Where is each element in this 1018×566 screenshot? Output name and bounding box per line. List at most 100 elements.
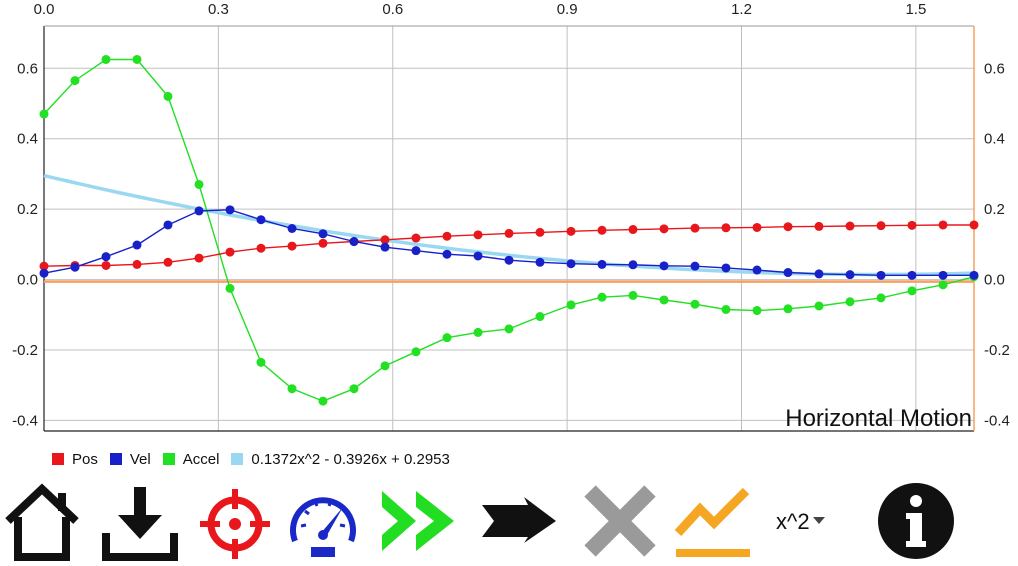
- data-point-vel: [194, 206, 204, 216]
- data-point-accel: [349, 384, 359, 394]
- data-point-accel: [287, 384, 297, 394]
- fit-type-select[interactable]: x^2: [776, 504, 848, 540]
- chart-grid: [44, 26, 974, 431]
- legend-item-pos: Pos: [52, 451, 98, 468]
- speedometer-button[interactable]: [283, 476, 363, 566]
- data-point-accel: [566, 300, 576, 310]
- data-point-vel: [566, 259, 576, 269]
- data-point-pos: [225, 247, 235, 257]
- data-point-pos: [721, 223, 731, 233]
- data-point-pos: [566, 226, 576, 236]
- data-point-vel: [659, 261, 669, 271]
- data-point-pos: [194, 253, 204, 263]
- data-point-accel: [907, 286, 917, 296]
- data-point-accel: [101, 54, 111, 64]
- y-tick-label-left: -0.4: [12, 412, 38, 429]
- data-point-pos: [101, 260, 111, 270]
- download-icon: [102, 487, 178, 561]
- data-point-vel: [504, 255, 514, 265]
- data-point-accel: [938, 280, 948, 290]
- data-point-accel: [380, 361, 390, 371]
- data-point-vel: [287, 224, 297, 233]
- data-point-accel: [814, 301, 824, 311]
- y-tick-label-right: -0.4: [984, 412, 1010, 429]
- chart-series: [39, 54, 979, 406]
- data-point-vel: [814, 269, 824, 279]
- toolbar: x^2: [0, 476, 1018, 566]
- data-point-pos: [535, 227, 545, 237]
- legend-swatch-fit: [231, 453, 244, 465]
- x-tick-label: 0.3: [208, 1, 229, 18]
- data-point-vel: [132, 240, 142, 250]
- crosshair-icon: [200, 489, 270, 559]
- speedometer-icon: [290, 497, 356, 557]
- y-tick-label-left: 0.0: [17, 272, 38, 289]
- legend-label-accel: Accel: [182, 450, 220, 468]
- data-point-accel: [659, 295, 669, 305]
- data-point-vel: [349, 237, 359, 247]
- data-point-accel: [721, 305, 731, 314]
- home-button[interactable]: [2, 476, 82, 566]
- data-point-vel: [535, 257, 545, 267]
- data-point-vel: [721, 263, 731, 273]
- y-tick-label-left: -0.2: [12, 342, 38, 359]
- data-point-vel: [39, 268, 49, 278]
- download-button[interactable]: [100, 476, 180, 566]
- fast-forward-icon: [382, 491, 454, 551]
- legend-item-fit: 0.1372x^2 - 0.3926x + 0.2953: [231, 451, 450, 468]
- chart-title: Horizontal Motion: [785, 405, 972, 432]
- data-point-accel: [411, 347, 421, 357]
- data-point-pos: [783, 222, 793, 232]
- trend-line-icon: [674, 487, 750, 557]
- data-point-vel: [752, 265, 762, 275]
- data-point-pos: [907, 220, 917, 230]
- chart-legend: Pos Vel Accel 0.1372x^2 - 0.3926x + 0.29…: [52, 449, 462, 469]
- data-point-vel: [442, 249, 452, 259]
- data-point-pos: [318, 238, 328, 248]
- data-point-vel: [256, 215, 266, 225]
- next-arrow-button[interactable]: [478, 476, 558, 566]
- data-point-accel: [473, 327, 483, 337]
- data-point-pos: [597, 225, 607, 235]
- data-point-vel: [876, 270, 886, 280]
- data-point-pos: [380, 235, 390, 245]
- data-point-pos: [752, 222, 762, 232]
- data-point-pos: [132, 259, 142, 269]
- data-point-vel: [690, 261, 700, 271]
- y-tick-label-right: 0.4: [984, 131, 1005, 148]
- data-point-accel: [752, 306, 762, 316]
- crosshair-button[interactable]: [195, 476, 275, 566]
- data-point-accel: [256, 357, 266, 367]
- data-point-vel: [70, 262, 80, 272]
- data-point-vel: [163, 220, 173, 230]
- clear-button[interactable]: [580, 476, 660, 566]
- data-point-pos: [39, 261, 49, 271]
- data-point-pos: [690, 223, 700, 233]
- data-point-accel: [535, 312, 545, 322]
- data-point-vel: [473, 251, 483, 261]
- legend-item-accel: Accel: [162, 450, 220, 468]
- chevron-down-icon: [812, 516, 825, 524]
- arrow-right-icon: [482, 497, 556, 543]
- data-point-pos: [845, 221, 855, 231]
- data-point-pos: [659, 224, 669, 234]
- legend-label-pos: Pos: [72, 450, 98, 468]
- data-point-pos: [163, 257, 173, 267]
- y-tick-label-right: -0.2: [984, 342, 1010, 359]
- data-point-pos: [814, 221, 824, 231]
- home-icon: [5, 483, 79, 561]
- y-tick-label-left: 0.6: [17, 60, 38, 77]
- data-point-accel: [442, 333, 452, 343]
- data-point-vel: [628, 260, 638, 270]
- info-button[interactable]: [876, 476, 956, 566]
- y-tick-label-left: 0.4: [17, 131, 38, 148]
- series-line-vel: [43, 209, 974, 276]
- data-point-accel: [783, 304, 793, 314]
- close-icon: [584, 485, 656, 557]
- legend-swatch-pos: [52, 453, 64, 465]
- fast-forward-button[interactable]: [378, 476, 458, 566]
- data-point-pos: [969, 220, 979, 230]
- trend-fit-button[interactable]: [672, 476, 752, 566]
- data-point-pos: [256, 243, 266, 253]
- data-point-vel: [845, 270, 855, 280]
